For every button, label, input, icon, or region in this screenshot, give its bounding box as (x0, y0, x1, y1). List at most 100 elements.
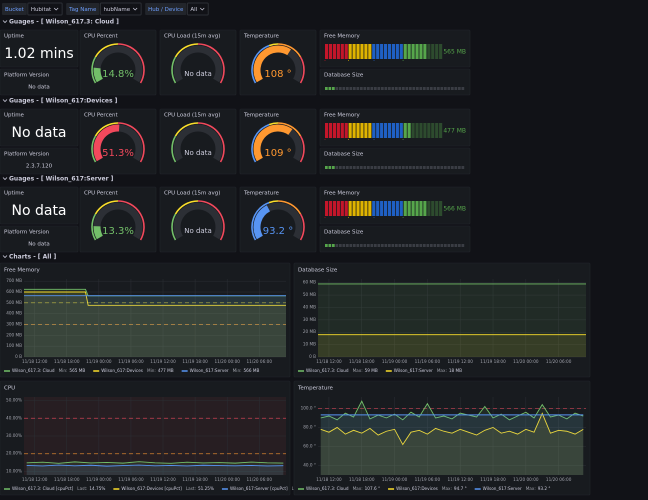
db-bar-cell (346, 244, 349, 247)
gauge-threshold-ring (277, 122, 302, 137)
bar-gauge-cell (356, 201, 360, 216)
db-bar-cell (416, 166, 419, 169)
db-bar-cell (325, 166, 328, 169)
legend-name[interactable]: Wilson_617.3: Cloud (12, 368, 55, 373)
bar-gauge-cell (435, 201, 439, 216)
chart-title: CPU (4, 386, 15, 392)
legend-name[interactable]: Wilson_617.3: Cloud (306, 368, 349, 373)
legend-name[interactable]: Wilson_617:Server (190, 368, 229, 373)
legend-name[interactable]: Wilson_617:Devices (101, 368, 143, 373)
db-bar-cell (377, 244, 381, 247)
dropdown-chevron (200, 7, 205, 11)
bar-gauge-cell (423, 123, 427, 138)
legend-name[interactable]: Wilson_617:Server [cpuPct] (230, 486, 288, 491)
bar-gauge-cell (439, 44, 443, 59)
db-bar-cell (412, 244, 416, 247)
db-bar-cell (356, 244, 360, 247)
filter-dropdown[interactable] (99, 2, 142, 16)
db-bar-cell (440, 244, 444, 247)
gauge-threshold-ring (94, 200, 119, 215)
db-bar-cell (395, 87, 398, 90)
x-tick-label: 11/18 12:00 (22, 477, 48, 482)
row-chevron[interactable] (2, 255, 8, 259)
x-tick-label: 11/20 00:00 (513, 477, 539, 482)
db-bar-cell (398, 166, 402, 169)
bar-gauge-cell (344, 201, 348, 216)
bar-gauge-cell (376, 44, 380, 59)
gauge-threshold-ring (268, 200, 279, 204)
gauge-threshold-ring (174, 122, 199, 137)
bar-gauge-cell (395, 44, 399, 59)
gauge-value: 13.3% (102, 226, 134, 237)
gauge-threshold-ring (251, 123, 270, 163)
bar-gauge-cell (415, 201, 419, 216)
db-bar-cell (328, 87, 332, 90)
row-title[interactable]: Charts - [ All ] (9, 254, 56, 261)
bar-gauge-cell (415, 123, 419, 138)
legend-name[interactable]: Wilson_617:Server (483, 486, 522, 491)
legend-name[interactable]: Wilson_617:Server (394, 368, 433, 373)
legend-name[interactable]: Wilson_617.3: Cloud [cpuPct] (12, 486, 74, 491)
db-bar-cell (332, 166, 335, 169)
filter-dropdown[interactable] (27, 2, 63, 16)
filter-value[interactable]: hubName (103, 7, 130, 13)
db-bar-cell (451, 166, 454, 169)
db-bar-cell (437, 166, 440, 169)
filter-label: Hub / Device (148, 7, 184, 13)
y-tick-label: 0 B (15, 354, 22, 359)
bar-gauge-cell (348, 123, 352, 138)
db-bar-cell (384, 166, 388, 169)
y-tick-label: 60 MB (303, 280, 316, 285)
series-area (24, 289, 286, 357)
legend-name[interactable]: Wilson_617.3: Cloud (306, 486, 349, 491)
legend-stat-value: 94.7 ° (454, 486, 467, 491)
gauge-threshold-ring (299, 56, 305, 84)
bar-gauge-cell (352, 201, 356, 216)
gauge-value: 93.2 ° (263, 226, 293, 237)
filter-value[interactable]: Hubitat (31, 7, 52, 13)
legend-stat-name: Min: (233, 368, 242, 373)
db-bar-cell (339, 87, 342, 90)
row-chevron[interactable] (2, 177, 8, 181)
bar-gauge-cell (328, 123, 333, 138)
db-bar-cell (430, 244, 433, 247)
bar-gauge-cell (403, 201, 407, 216)
filter-value[interactable]: All (190, 7, 197, 13)
bar-gauge-cell (399, 123, 403, 138)
db-bar-cell (363, 244, 367, 247)
row-chevron[interactable] (2, 20, 8, 24)
gauge-panel (159, 108, 237, 175)
y-tick-label: 20 MB (303, 329, 316, 334)
bar-gauge-cell (407, 44, 411, 59)
gauge-value: 108 ° (264, 69, 291, 80)
row-title[interactable]: Guages - [ Wilson_617:Server ] (9, 176, 114, 183)
bar-gauge-cell (419, 123, 423, 138)
db-bar-cell (370, 87, 374, 90)
legend-name[interactable]: Wilson_617:Devices (396, 486, 438, 491)
panel-title: CPU Percent (84, 34, 118, 40)
db-bar-cell (335, 244, 339, 247)
bar-gauge-cell (411, 201, 415, 216)
filter-dropdown[interactable] (186, 2, 209, 16)
bar-gauge-cell (328, 44, 333, 59)
row-title[interactable]: Guages - [ Wilson_617.3: Cloud ] (9, 19, 119, 26)
bar-gauge-cell (340, 44, 344, 59)
db-bar-cell (402, 166, 405, 169)
bar-gauge-cell (391, 44, 395, 59)
y-tick-label: 50 MB (303, 292, 316, 297)
dropdown-chevron (53, 7, 59, 11)
row-title[interactable]: Guages - [ Wilson_617:Devices ] (9, 98, 118, 105)
gauge-value: 51.3% (102, 148, 134, 159)
bar-gauge-cell (328, 201, 333, 216)
series-area (24, 295, 286, 357)
db-bar-cell (461, 244, 465, 247)
gauge-threshold-ring (91, 135, 97, 163)
bar-gauge-cell (384, 44, 388, 59)
legend-name[interactable]: Wilson_617:Devices [cpuPct] (121, 486, 182, 491)
series-area (318, 283, 586, 357)
row-chevron[interactable] (2, 99, 8, 103)
bar-gauge-cell (415, 44, 419, 59)
x-tick-label: 11/19 18:00 (480, 359, 506, 364)
db-bar-cell (325, 87, 328, 90)
bar-gauge-cell (384, 201, 388, 216)
